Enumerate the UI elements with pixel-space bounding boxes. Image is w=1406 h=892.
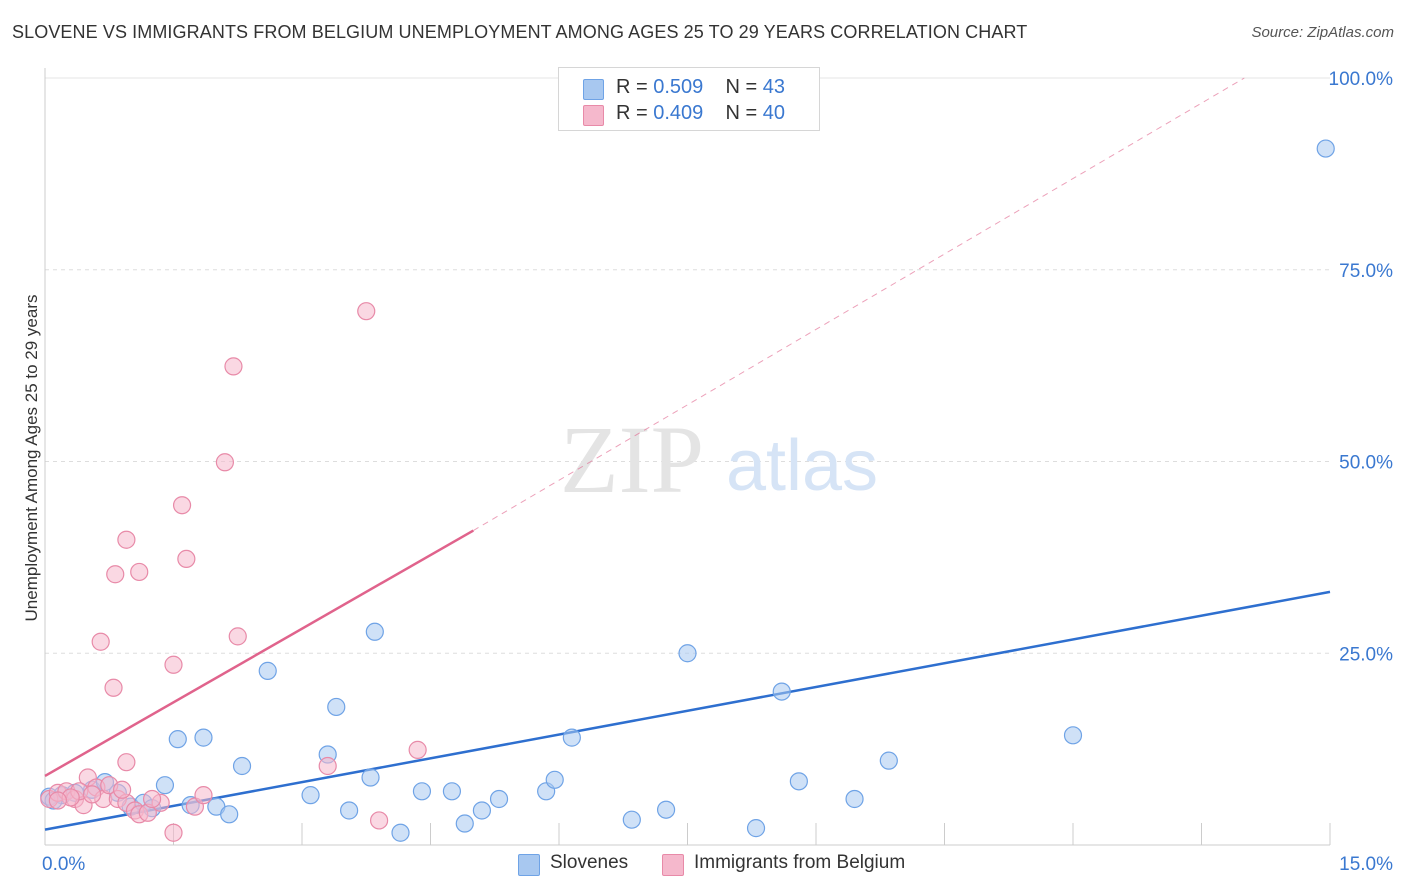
bottom-legend-label-slovenes: Slovenes [550, 852, 629, 873]
belgium-point [142, 789, 162, 809]
slovenes-point [772, 682, 791, 701]
belgium-point [104, 678, 123, 697]
slovenes-point [258, 661, 277, 680]
slovenes-point [365, 622, 384, 641]
belgium-point [194, 786, 213, 805]
slovenes-point [746, 819, 766, 838]
slovenes-point [1316, 139, 1335, 158]
slovenes-point [340, 801, 359, 820]
slovenes-point [1063, 726, 1083, 745]
slovenes-point [220, 805, 239, 824]
slovenes-point [845, 789, 864, 809]
slovenes-point [361, 768, 380, 787]
belgium-point [117, 530, 136, 549]
slovenes-point [472, 801, 491, 820]
legend-r-label: R = [616, 102, 654, 124]
trend-lines [44, 77, 1331, 831]
y-tick-label: 25.0% [1339, 644, 1393, 665]
x-tick-label: 15.0% [1339, 854, 1393, 875]
legend-swatch-belgium [583, 105, 604, 126]
belgium-point [48, 791, 67, 810]
slovenes-point [622, 810, 641, 829]
belgium-point [106, 565, 125, 584]
chart-title: SLOVENE VS IMMIGRANTS FROM BELGIUM UNEMP… [12, 22, 1028, 42]
legend-n-value: 43 [762, 76, 786, 98]
slovenes-point [455, 814, 474, 833]
slovenes-point [879, 751, 898, 770]
slovenes-point [562, 728, 581, 747]
belgium-point [172, 496, 192, 515]
slovenes-point [545, 770, 564, 789]
data-points [40, 139, 1335, 842]
belgium-point [164, 655, 183, 674]
belgium-point [83, 785, 102, 804]
belgium-point [224, 357, 243, 376]
belgium-point [117, 753, 136, 772]
x-tick-label: 0.0% [42, 854, 85, 875]
y-axis-label: Unemployment Among Ages 25 to 29 years [22, 295, 41, 622]
slovenes-point [168, 730, 187, 749]
slovenes-point [327, 697, 346, 717]
watermark-zip: ZIP [560, 406, 704, 513]
legend-swatch-slovenes [583, 79, 604, 100]
belgium-point [357, 302, 376, 321]
slovenes-point [194, 728, 213, 747]
bottom-legend-label-belgium: Immigrants from Belgium [694, 852, 906, 873]
belgium-point [164, 823, 183, 842]
slovenes-point [656, 800, 676, 819]
belgium-point [91, 632, 110, 651]
belgium-point [130, 562, 149, 582]
source-label: Source: ZipAtlas.com [1251, 24, 1394, 41]
tick-labels: 25.0% 50.0% 75.0% 100.0% 0.0% 15.0% [42, 69, 1393, 875]
legend-r-value: 0.509 [653, 76, 704, 98]
bottom-legend-swatch-belgium [662, 854, 684, 876]
legend-r-label: R = [616, 76, 654, 98]
slovenes-point [789, 772, 808, 791]
trend-line-0 [44, 590, 1331, 831]
y-tick-label: 50.0% [1339, 453, 1393, 474]
legend-n-label: N = [725, 102, 763, 124]
slovenes-point [391, 823, 410, 842]
slovenes-point [232, 756, 252, 776]
belgium-point [408, 740, 427, 759]
slovenes-point [678, 644, 697, 663]
belgium-point [228, 627, 247, 646]
axes [44, 68, 1331, 846]
belgium-point [177, 549, 196, 569]
slovenes-point [301, 786, 320, 805]
belgium-point [112, 780, 132, 799]
slovenes-point [155, 776, 175, 795]
watermark-atlas: atlas [726, 426, 878, 506]
y-tick-label: 100.0% [1329, 69, 1394, 90]
legend-n-value: 40 [762, 102, 786, 124]
belgium-point [318, 756, 337, 776]
belgium-point [215, 453, 234, 472]
stats-legend: R = 0.509 N = 43 R = 0.409 N = 40 [558, 67, 820, 131]
y-tick-label: 75.0% [1339, 261, 1393, 282]
slovenes-point [489, 789, 509, 809]
belgium-point [370, 811, 389, 830]
legend-n-label: N = [725, 76, 763, 98]
slovenes-point [412, 782, 432, 801]
slovenes-point [442, 782, 462, 801]
bottom-legend-swatch-slovenes [518, 854, 540, 876]
trend-line-1 [44, 529, 474, 778]
legend-r-value: 0.409 [653, 102, 704, 124]
trend-extension-1 [473, 77, 1245, 531]
